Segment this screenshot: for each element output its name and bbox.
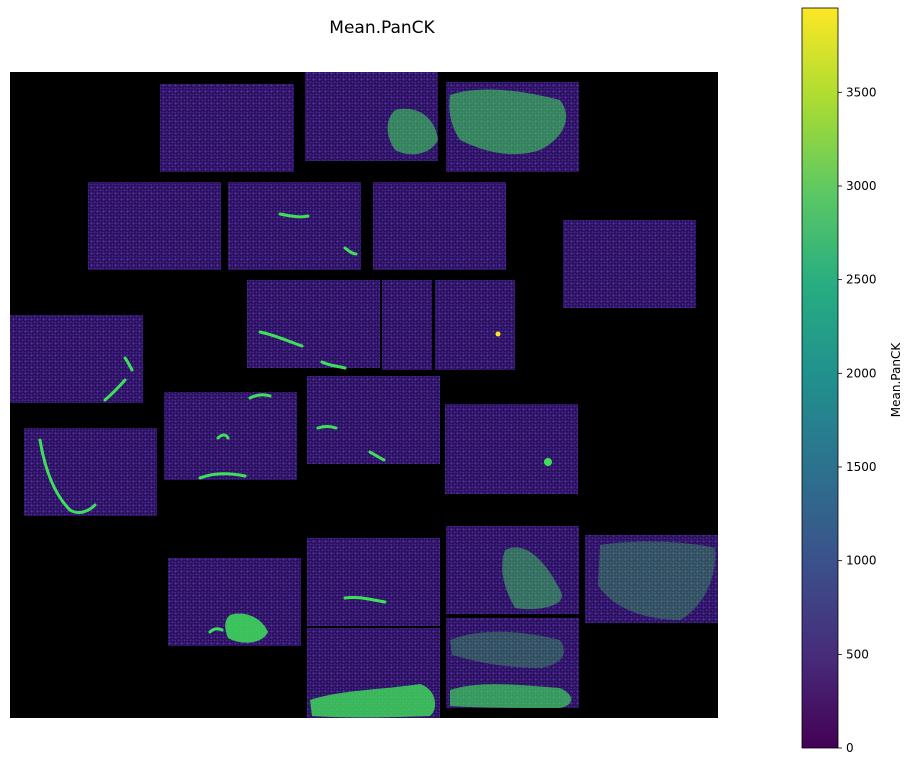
panck-positive-structure [216,433,230,440]
panck-positive-structure [343,246,358,256]
panck-positive-structure [248,393,272,400]
panck-positive-structure [343,596,387,604]
tissue-tile [10,315,143,403]
tissue-tile [520,404,578,494]
colorbar-tick-label: 1000 [846,554,877,568]
tissue-tile [247,280,380,368]
panck-positive-region [387,108,438,155]
panck-positive-structure [316,425,338,430]
tissue-tile [563,220,696,308]
panck-positive-structure [103,378,127,402]
tissue-tile [435,280,515,370]
panck-positive-structure [208,627,224,634]
tissue-tile [164,392,297,480]
high-expression-regions [38,89,716,718]
panck-positive-structure [258,330,304,348]
colorbar-tick-label: 3000 [846,179,877,193]
panck-positive-spot [544,458,552,466]
colorbar-tick-label: 1500 [846,460,877,474]
colorbar-frame [801,7,839,749]
tissue-tile [160,84,294,172]
colorbar-tick-label: 2500 [846,273,877,287]
panck-positive-region [449,89,567,155]
tissue-tile [307,538,440,626]
panck-positive-region [450,684,572,708]
tissue-tile [373,182,506,270]
panck-positive-region [310,684,436,718]
tissue-tile [445,404,520,494]
colorbar-label: Mean.PanCK [889,342,903,418]
panck-positive-structure [123,356,134,372]
panck-positive-region [598,541,716,620]
colorbar-tick-label: 2000 [846,366,877,380]
image-panel [10,72,718,718]
panck-positive-structure [320,360,347,370]
panck-positive-region [225,613,268,643]
chart-title: Mean.PanCK [329,18,435,38]
max-intensity-spot [495,331,501,337]
tissue-tile [88,182,221,270]
colorbar-ticks: 0 500 1000 1500 2000 2500 3000 3500 [838,85,877,755]
tissue-tile [382,280,432,370]
panck-positive-structure [368,450,386,462]
tissue-tiles [10,72,718,718]
tissue-tile [585,535,718,623]
panck-positive-region [502,547,562,610]
panck-positive-structure [198,472,247,480]
colorbar-tick-label: 3500 [846,85,877,99]
tissue-tile [446,526,579,614]
panck-positive-structure [38,438,97,514]
tissue-tile [307,376,440,464]
colorbar-bar [802,8,838,748]
colorbar: 0 500 1000 1500 2000 2500 3000 3500 Mean.PanCK [801,7,903,755]
tissue-tile [228,182,361,270]
colorbar-tick-label: 0 [846,741,854,755]
panck-positive-region [450,631,564,668]
panck-positive-structure [278,212,310,219]
colorbar-tick-label: 500 [846,647,869,661]
tissue-tile [24,428,157,516]
